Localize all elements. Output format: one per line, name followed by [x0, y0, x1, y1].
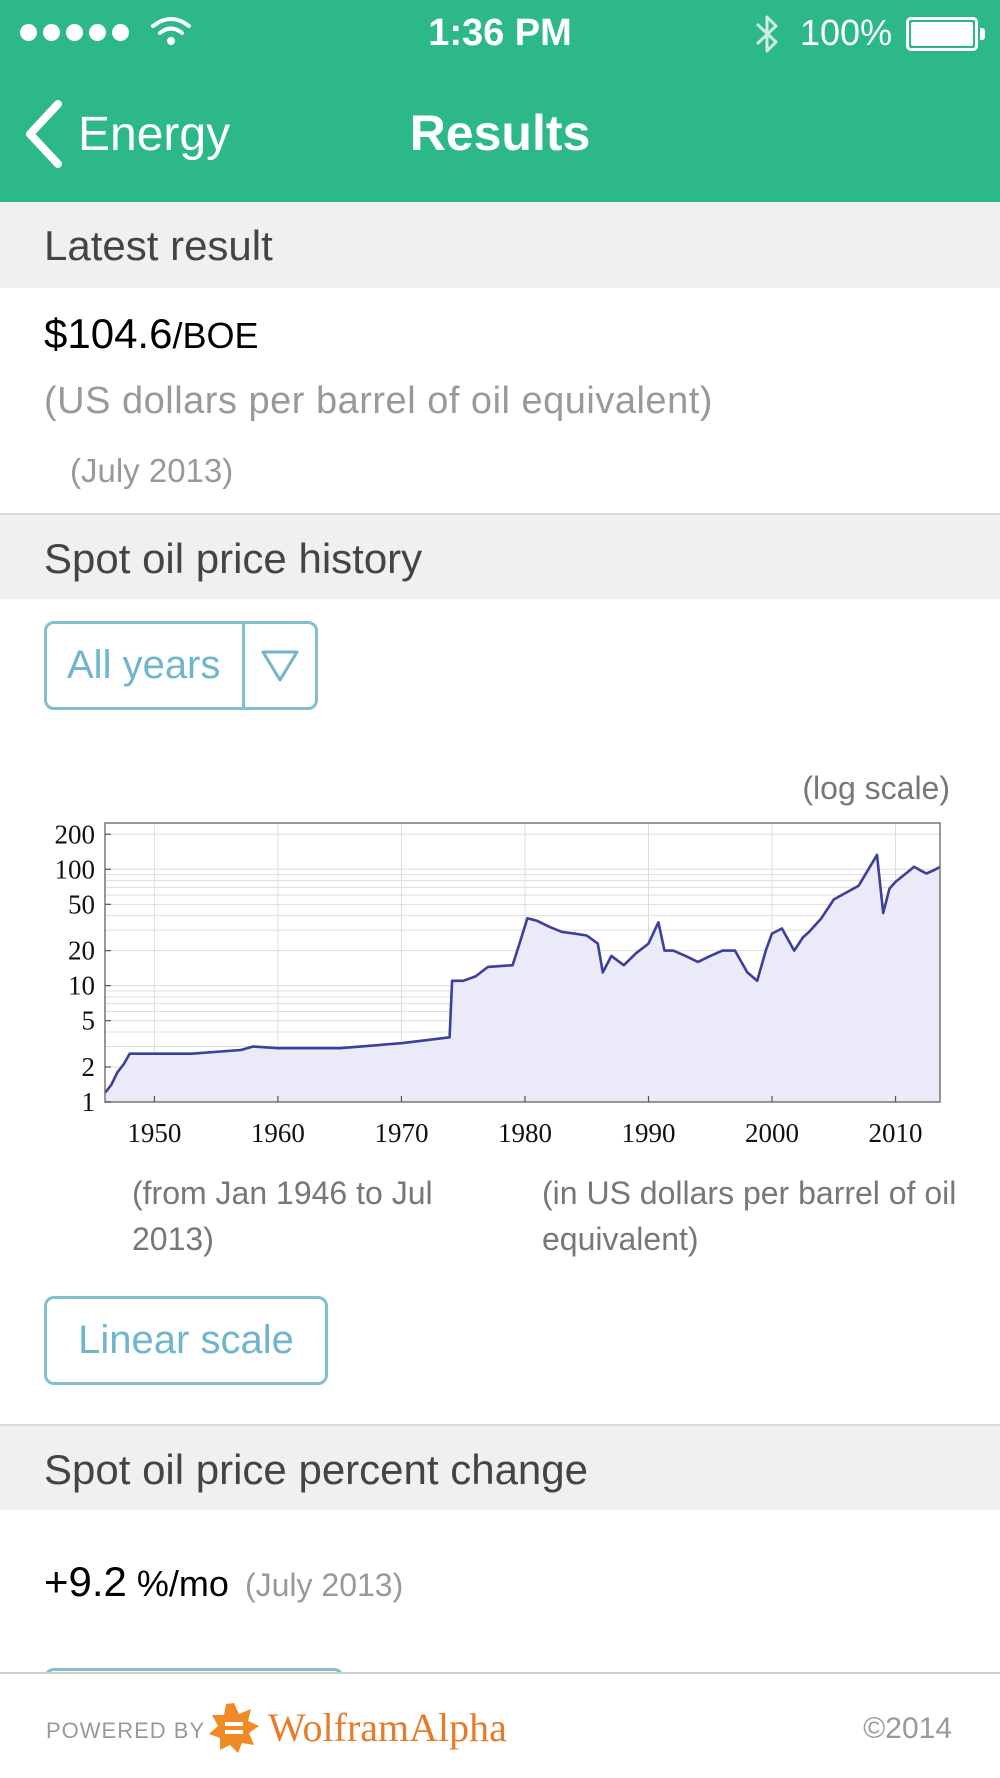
x-tick-label: 1980 — [498, 1118, 552, 1148]
section-title: Spot oil price history — [44, 535, 423, 582]
x-tick-labels: 1950 1960 1970 1980 1990 2000 2010 — [127, 1096, 923, 1148]
latest-unit: /BOE — [172, 315, 259, 356]
latest-result-header: Latest result — [0, 202, 1000, 288]
copyright: ©2014 — [863, 1712, 952, 1745]
powered-by-label: POWERED BY — [46, 1718, 206, 1743]
y-tick-label: 2 — [82, 1052, 96, 1082]
signal-strength-icon — [20, 24, 129, 41]
page-title: Results — [409, 105, 591, 161]
navigation-bar: 1:36 PM 100% Energy Results — [0, 0, 1000, 202]
dropdown-value: All years — [47, 624, 245, 707]
y-tick-label: 50 — [68, 889, 95, 919]
chart-caption-units: (in US dollars per barrel of oil equival… — [542, 1175, 957, 1257]
battery-tip — [980, 28, 985, 40]
footer: POWERED BY WolframAlpha ©2014 — [0, 1672, 1000, 1778]
back-button[interactable]: Energy — [24, 96, 230, 172]
dropdown-arrow — [245, 624, 315, 707]
price-series-line — [103, 853, 941, 1094]
year-range-dropdown[interactable]: All years — [44, 621, 318, 710]
x-tick-label: 1990 — [621, 1118, 675, 1148]
battery-icon — [906, 17, 978, 51]
x-tick-label: 2000 — [745, 1118, 799, 1148]
latest-value: $104.6/BOE — [44, 310, 259, 358]
status-time: 1:36 PM — [428, 12, 572, 54]
battery-percent: 100% — [800, 12, 893, 53]
x-tick-label: 1960 — [251, 1118, 305, 1148]
percent-unit: %/mo — [126, 1563, 229, 1604]
triangle-down-icon — [261, 650, 299, 681]
y-tick-labels: 1 2 5 10 20 50 100 200 — [55, 819, 111, 1117]
section-title: Latest result — [44, 222, 273, 269]
chevron-left-icon — [26, 100, 62, 168]
latest-price: $104.6 — [44, 310, 173, 357]
price-area-fill — [105, 854, 940, 1102]
oil-price-chart: 1 2 5 10 20 50 100 200 1950 1960 1970 1980 1990 2000… — [55, 819, 941, 1148]
linear-scale-button[interactable]: Linear scale — [44, 1296, 328, 1385]
y-tick-label: 1 — [82, 1087, 96, 1117]
y-tick-label: 20 — [68, 936, 95, 966]
chart-caption-range: (from Jan 1946 to Jul 2013) — [132, 1175, 433, 1257]
y-tick-label: 200 — [55, 819, 96, 849]
percent-date: (July 2013) — [244, 1567, 404, 1603]
x-tick-label: 2010 — [869, 1118, 923, 1148]
brand-name: WolframAlpha — [268, 1705, 507, 1750]
bluetooth-icon — [755, 15, 778, 53]
y-tick-label: 10 — [68, 971, 95, 1001]
percent-number: +9.2 — [44, 1558, 127, 1605]
x-tick-label: 1950 — [127, 1118, 181, 1148]
latest-unit-note: (US dollars per barrel of oil equivalent… — [44, 380, 713, 422]
section-title: Spot oil price percent change — [44, 1446, 589, 1493]
log-scale-note: (log scale) — [802, 770, 950, 806]
percent-change-value: +9.2 %/mo (July 2013) — [44, 1558, 403, 1606]
x-tick-label: 1970 — [374, 1118, 428, 1148]
percent-change-header: Spot oil price percent change — [0, 1424, 1000, 1510]
chart-frame — [104, 822, 941, 1103]
y-tick-label: 100 — [55, 854, 96, 884]
wifi-icon — [151, 17, 191, 45]
status-bar: 1:36 PM 100% — [0, 0, 1000, 68]
wolfram-alpha-logo-icon — [209, 1703, 259, 1753]
history-header: Spot oil price history — [0, 513, 1000, 599]
latest-date: (July 2013) — [70, 452, 234, 489]
back-label: Energy — [78, 107, 231, 161]
y-tick-label: 5 — [82, 1006, 96, 1036]
